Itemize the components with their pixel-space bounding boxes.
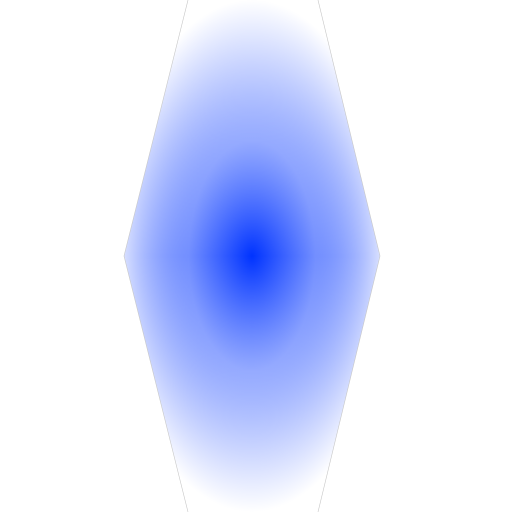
right-outline [317,0,381,512]
left-outline [123,0,189,512]
diamond-shape-fade [124,0,380,512]
